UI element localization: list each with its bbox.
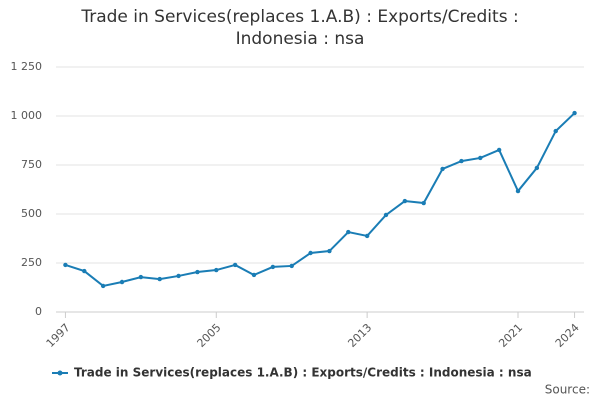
data-point <box>232 262 238 268</box>
y-tick-label: 750 <box>21 158 42 171</box>
data-point <box>383 212 389 218</box>
data-point <box>572 110 577 116</box>
data-point <box>157 276 162 282</box>
data-point <box>421 200 426 206</box>
y-tick-label: 0 <box>35 305 42 318</box>
data-point <box>478 155 483 161</box>
data-point <box>553 128 558 134</box>
data-point <box>459 158 464 164</box>
data-point <box>496 147 502 153</box>
data-point <box>515 188 521 194</box>
y-tick-label: 1 000 <box>11 109 43 122</box>
data-point <box>82 268 87 274</box>
data-point <box>534 165 540 171</box>
x-tick-label: 1997 <box>44 321 73 350</box>
legend-label: Trade in Services(replaces 1.A.B) : Expo… <box>74 366 532 380</box>
x-tick-label: 2024 <box>553 321 582 350</box>
data-point <box>327 248 332 254</box>
data-point <box>138 274 144 280</box>
data-point <box>119 279 125 285</box>
source-label: Source: <box>545 383 590 397</box>
legend-marker <box>57 370 63 376</box>
chart-title: Trade in Services(replaces 1.A.B) : Expo… <box>81 7 519 49</box>
data-point <box>289 263 294 269</box>
data-point <box>100 283 106 289</box>
data-point <box>214 267 219 273</box>
data-point <box>63 262 68 268</box>
data-point <box>364 233 370 239</box>
data-point <box>440 166 445 172</box>
data-point <box>251 272 257 278</box>
data-point <box>176 273 181 279</box>
y-tick-label: 250 <box>21 256 42 269</box>
y-tick-label: 1 250 <box>11 60 43 73</box>
data-point <box>402 198 408 204</box>
x-tick-label: 2005 <box>195 321 224 350</box>
data-point <box>195 269 200 275</box>
data-point <box>308 250 313 256</box>
series-line <box>65 112 576 288</box>
x-tick-label: 2013 <box>345 321 374 350</box>
y-tick-label: 500 <box>21 207 42 220</box>
x-tick-label: 2021 <box>496 321 525 350</box>
data-point <box>346 229 351 235</box>
data-point <box>270 264 276 270</box>
